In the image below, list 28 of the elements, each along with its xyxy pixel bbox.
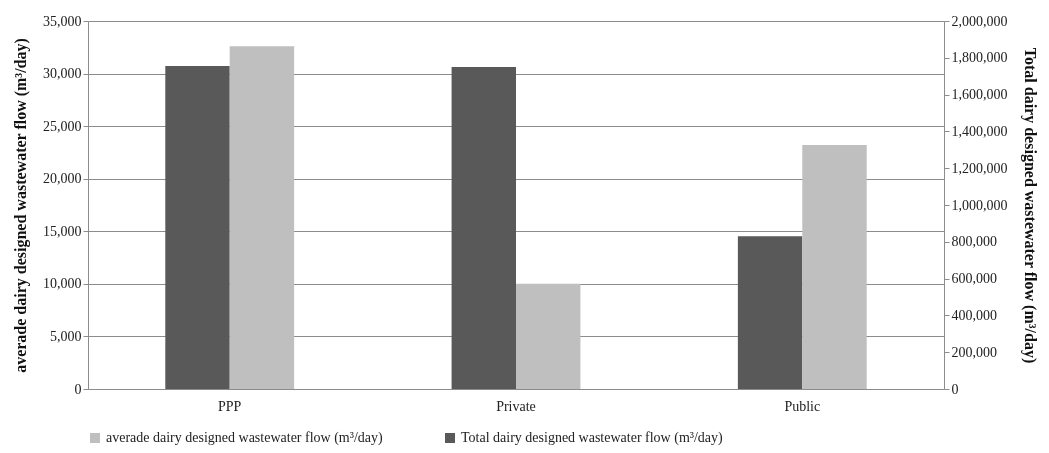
y2-tick-label: 400,000 bbox=[951, 307, 997, 323]
y-tick-label: 35,000 bbox=[43, 13, 82, 29]
y-axis-title: averade dairy designed wastewater flow (m³/day) bbox=[12, 38, 30, 373]
legend-label: averade dairy designed wastewater flow (m³/day) bbox=[106, 430, 384, 446]
legend-label: Total dairy designed wastewater flow (m³/day) bbox=[461, 430, 724, 446]
y-tick-label: 20,000 bbox=[43, 171, 82, 187]
y-tick-label: 0 bbox=[74, 381, 82, 397]
y-tick-label: 5,000 bbox=[50, 328, 82, 344]
y2-tick-label: 1,200,000 bbox=[951, 160, 1008, 176]
y2-tick-label: 1,600,000 bbox=[951, 87, 1008, 103]
y2-tick-label: 1,400,000 bbox=[951, 123, 1008, 139]
y2-tick-label: 200,000 bbox=[951, 344, 997, 360]
x-tick-label: Private bbox=[496, 398, 536, 414]
y2-tick-label: 800,000 bbox=[951, 234, 997, 250]
bar bbox=[451, 67, 516, 389]
y2-tick-label: 600,000 bbox=[951, 271, 997, 287]
y2-tick-label: 0 bbox=[951, 381, 959, 397]
y2-tick-label: 1,800,000 bbox=[951, 50, 1008, 66]
y2-tick-label: 1,000,000 bbox=[951, 197, 1008, 213]
y-tick-label: 30,000 bbox=[43, 66, 82, 82]
y-tick-label: 10,000 bbox=[43, 276, 82, 292]
y-tick-label: 15,000 bbox=[43, 223, 82, 239]
x-tick-label: Public bbox=[784, 398, 821, 414]
y2-axis-title: Total dairy designed wastewater flow (m³/day) bbox=[1020, 47, 1039, 364]
x-tick-label: PPP bbox=[218, 398, 242, 414]
y-tick-label: 25,000 bbox=[43, 118, 82, 134]
y2-tick-label: 2,000,000 bbox=[951, 13, 1008, 29]
bar bbox=[516, 283, 581, 389]
